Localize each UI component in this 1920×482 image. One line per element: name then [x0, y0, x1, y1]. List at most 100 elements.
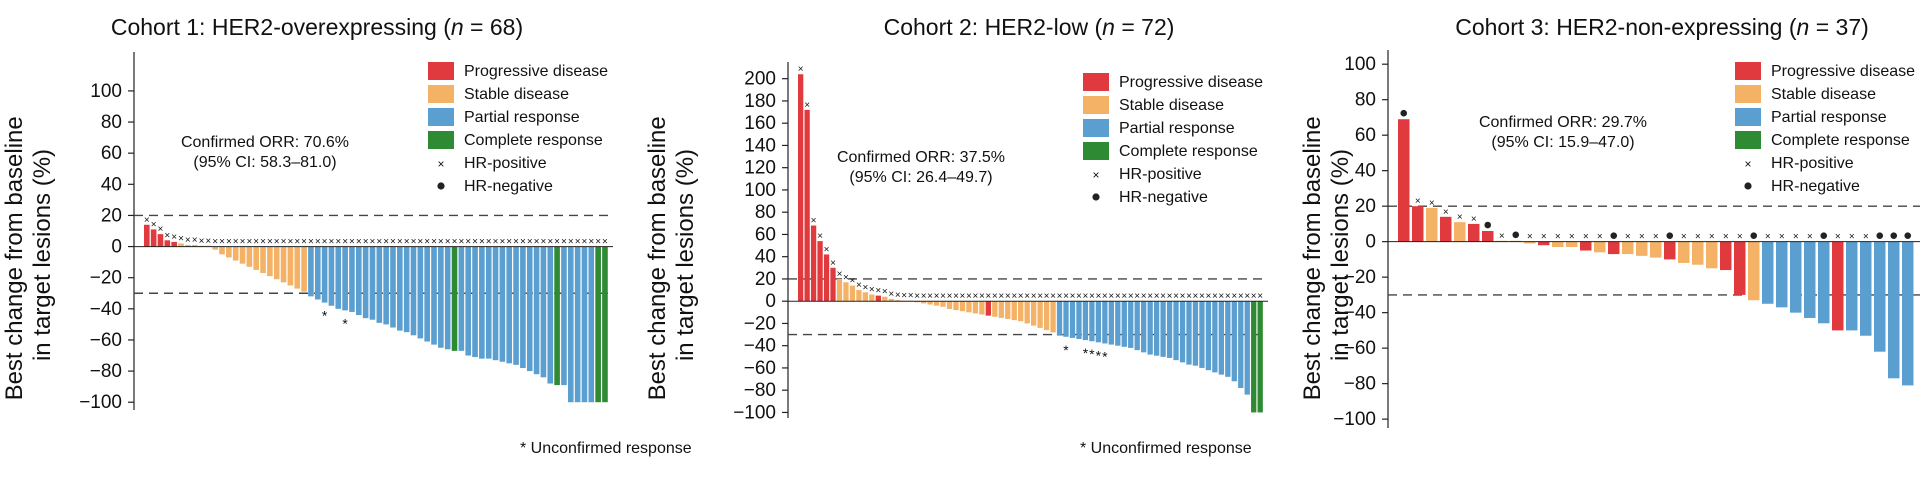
y-tick-label: −20	[90, 268, 122, 289]
bar-stable	[914, 301, 920, 303]
hr-positive-marker: ×	[1031, 291, 1037, 302]
legend-swatch-progressive	[428, 62, 454, 80]
bar-partial	[314, 246, 321, 300]
bar-progressive	[164, 240, 171, 247]
bar-partial	[1166, 301, 1173, 358]
hr-positive-marker: ×	[1173, 291, 1179, 302]
orr-text-line2: (95% CI: 58.3–81.0)	[193, 154, 336, 171]
bar-complete	[1251, 301, 1257, 413]
legend-hr-negative-marker	[437, 182, 445, 190]
ylabel-line2: in target lesions (%)	[1327, 149, 1354, 361]
bar-stable	[226, 246, 232, 258]
hr-negative-marker	[1904, 232, 1912, 239]
ylabel-line1: Best change from baseline	[1, 116, 28, 400]
legend-hr-positive-marker: ×	[437, 157, 444, 171]
y-tick-label: 0	[765, 291, 776, 312]
bar-stable	[862, 292, 869, 302]
bar-stable	[1426, 207, 1438, 242]
hr-positive-marker: ×	[1083, 291, 1089, 302]
legend-label-partial: Partial response	[1119, 120, 1235, 137]
hr-positive-marker: ×	[1050, 291, 1056, 302]
bar-stable	[920, 301, 927, 304]
bar-stable	[882, 296, 888, 302]
bar-partial	[349, 246, 355, 312]
bar-partial	[1212, 301, 1218, 373]
bar-partial	[1776, 241, 1788, 308]
hr-positive-marker: ×	[862, 282, 868, 293]
hr-positive-marker: ×	[185, 235, 191, 246]
legend: Progressive disease Stable disease Partial…	[1083, 73, 1263, 206]
hr-positive-marker: ×	[205, 236, 211, 247]
y-tick-label: 40	[1355, 161, 1376, 182]
bar-partial	[390, 246, 396, 328]
y-tick-label: 60	[1355, 125, 1376, 146]
bar-stable	[1692, 241, 1704, 265]
y-tick-label: 180	[744, 91, 776, 112]
bar-complete	[554, 246, 560, 386]
hr-positive-marker: ×	[1457, 212, 1463, 223]
unconfirmed-marker: *	[322, 308, 328, 324]
legend-swatch-stable	[1735, 85, 1761, 103]
bar-partial	[1147, 301, 1153, 355]
bar-partial	[1186, 301, 1192, 365]
hr-positive-marker: ×	[1765, 232, 1771, 243]
hr-positive-marker: ×	[817, 231, 823, 242]
hr-positive-marker: ×	[1225, 291, 1231, 302]
bar-stable	[869, 294, 875, 302]
bar-progressive	[817, 241, 823, 302]
hr-negative-marker	[1890, 232, 1898, 239]
y-tick-label: −60	[1344, 338, 1376, 359]
y-tick-label: −80	[744, 380, 776, 401]
panel-title: Cohort 3: HER2-non-expressing (n = 37)	[1455, 14, 1869, 40]
hr-positive-marker: ×	[830, 258, 836, 269]
hr-positive-marker: ×	[1089, 291, 1095, 302]
hr-positive-marker: ×	[843, 272, 849, 283]
hr-positive-marker: ×	[246, 237, 252, 248]
hr-positive-marker: ×	[1160, 291, 1166, 302]
hr-positive-marker: ×	[998, 291, 1004, 302]
bar-partial	[403, 246, 410, 333]
legend-label-hr-positive: HR-positive	[464, 155, 547, 172]
bar-complete	[595, 246, 601, 403]
legend-swatch-partial	[1735, 108, 1761, 126]
bar-stable	[178, 243, 184, 247]
hr-positive-marker: ×	[329, 237, 335, 248]
bar-progressive	[1734, 241, 1746, 295]
bar-partial	[397, 246, 403, 331]
y-tick-label: 0	[1365, 232, 1376, 253]
hr-positive-marker: ×	[1044, 291, 1050, 302]
legend-label-hr-negative: HR-negative	[1119, 189, 1208, 206]
hr-positive-marker: ×	[1186, 291, 1192, 302]
bar-progressive	[171, 241, 177, 247]
hr-positive-marker: ×	[1231, 291, 1237, 302]
hr-positive-marker: ×	[869, 285, 875, 296]
hr-positive-marker: ×	[1070, 291, 1076, 302]
hr-positive-marker: ×	[1205, 291, 1211, 302]
y-tick-label: −20	[1344, 267, 1376, 288]
legend: Progressive disease Stable disease Partial…	[428, 62, 608, 195]
bar-stable	[1622, 241, 1634, 255]
bar-progressive	[823, 254, 830, 302]
bar-stable	[992, 301, 998, 317]
hr-negative-marker	[1610, 232, 1618, 239]
y-tick-label: 60	[755, 224, 776, 245]
hr-positive-marker: ×	[966, 291, 972, 302]
footnote: * Unconfirmed response	[520, 440, 692, 457]
bar-partial	[1095, 301, 1102, 343]
y-tick-label: 100	[1344, 54, 1376, 75]
y-tick-label: 80	[101, 112, 122, 133]
hr-positive-marker: ×	[335, 237, 341, 248]
bar-partial	[1192, 301, 1199, 366]
hr-positive-marker: ×	[554, 237, 560, 248]
hr-positive-marker: ×	[294, 237, 300, 248]
bar-stable	[1050, 301, 1056, 333]
hr-positive-marker: ×	[602, 237, 608, 248]
panel-title: Cohort 1: HER2-overexpressing (n = 68)	[111, 14, 523, 40]
bar-stable	[888, 298, 894, 302]
hr-positive-marker: ×	[1018, 291, 1024, 302]
hr-positive-marker: ×	[798, 64, 804, 75]
bar-progressive	[1412, 206, 1424, 242]
legend-label-complete: Complete response	[1771, 132, 1910, 149]
hr-positive-marker: ×	[1695, 232, 1701, 243]
bar-partial	[465, 246, 472, 356]
